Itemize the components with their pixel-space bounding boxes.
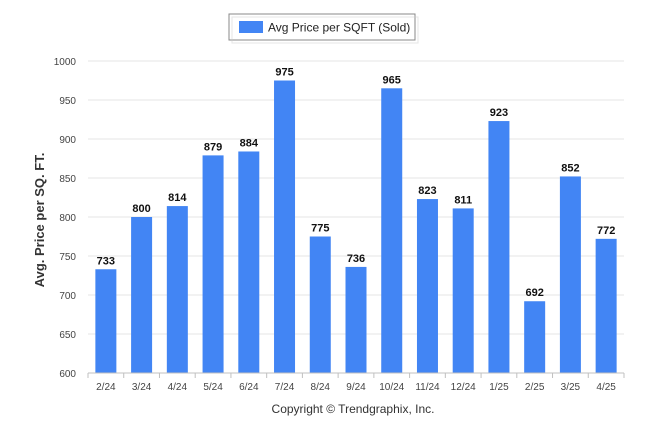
copyright-text: Copyright © Trendgraphix, Inc. [272,402,435,416]
y-tick-label: 700 [59,291,76,302]
bar-1-25[interactable] [488,121,510,373]
bar-11-24[interactable] [416,199,438,373]
x-tick-label: 10/24 [379,382,404,393]
data-label: 923 [490,107,508,119]
x-tick-label: 6/24 [239,382,259,393]
x-tick-label: 11/24 [415,382,440,393]
y-tick-label: 650 [59,330,76,341]
x-tick-label: 7/24 [275,382,295,393]
bar-2-24[interactable] [95,269,117,373]
y-tick-label: 850 [59,174,76,185]
y-axis-label: Avg. Price per SQ. FT. [32,153,47,288]
bar-9-24[interactable] [345,266,367,373]
bar-6-24[interactable] [238,151,260,373]
data-label: 975 [275,67,293,79]
x-tick-label: 5/24 [203,382,223,393]
x-tick-label: 12/24 [451,382,476,393]
bar-4-24[interactable] [166,206,188,373]
bar-2-25[interactable] [524,301,546,373]
legend-shadow [231,16,419,44]
x-tick-label: 2/24 [96,382,116,393]
legend[interactable]: Avg Price per SQFT (Sold) [228,13,419,44]
x-tick-label: 2/25 [525,382,545,393]
bar-4-25[interactable] [595,238,617,373]
bar-8-24[interactable] [309,236,331,374]
data-label: 772 [597,225,615,237]
bar-7-24[interactable] [274,80,296,374]
x-tick-label: 4/25 [596,382,616,393]
data-label: 884 [240,137,259,149]
y-tick-label: 900 [59,135,76,146]
data-label: 800 [132,203,150,215]
data-label: 736 [347,253,365,265]
data-label: 814 [168,192,187,204]
x-tick-label: 3/25 [561,382,581,393]
y-axis-ticks: 600 650 700 750 800 850 900 950 1000 [54,57,77,380]
y-tick-label: 950 [59,96,76,107]
x-tick-label: 1/25 [489,382,509,393]
x-tick-label: 4/24 [168,382,188,393]
data-label: 775 [311,223,329,235]
data-label: 823 [418,185,436,197]
y-tick-label: 800 [59,213,76,224]
bars [95,80,617,374]
bar-10-24[interactable] [381,88,403,374]
bar-3-25[interactable] [559,176,581,373]
y-tick-label: 600 [59,369,76,380]
data-label: 879 [204,141,222,153]
y-tick-label: 750 [59,252,76,263]
data-label: 852 [561,162,579,174]
x-tick-label: 8/24 [311,382,331,393]
data-labels: 733 800 814 879 884 975 775 736 965 823 811 923 692 8… [97,67,616,300]
bar-5-24[interactable] [202,155,224,373]
data-label: 692 [525,287,543,299]
data-label: 811 [454,194,472,206]
legend-swatch [239,21,263,33]
x-tick-label: 9/24 [346,382,366,393]
x-tick-label: 3/24 [132,382,152,393]
bar-3-24[interactable] [131,217,153,373]
data-label: 733 [97,255,115,267]
x-axis-ticks: 2/24 3/24 4/24 5/24 6/24 7/24 8/24 9/24 10/24 11/… [87,373,625,393]
bar-12-24[interactable] [452,208,474,373]
data-label: 965 [383,74,401,86]
y-tick-label: 1000 [54,57,77,68]
legend-label: Avg Price per SQFT (Sold) [268,21,410,35]
